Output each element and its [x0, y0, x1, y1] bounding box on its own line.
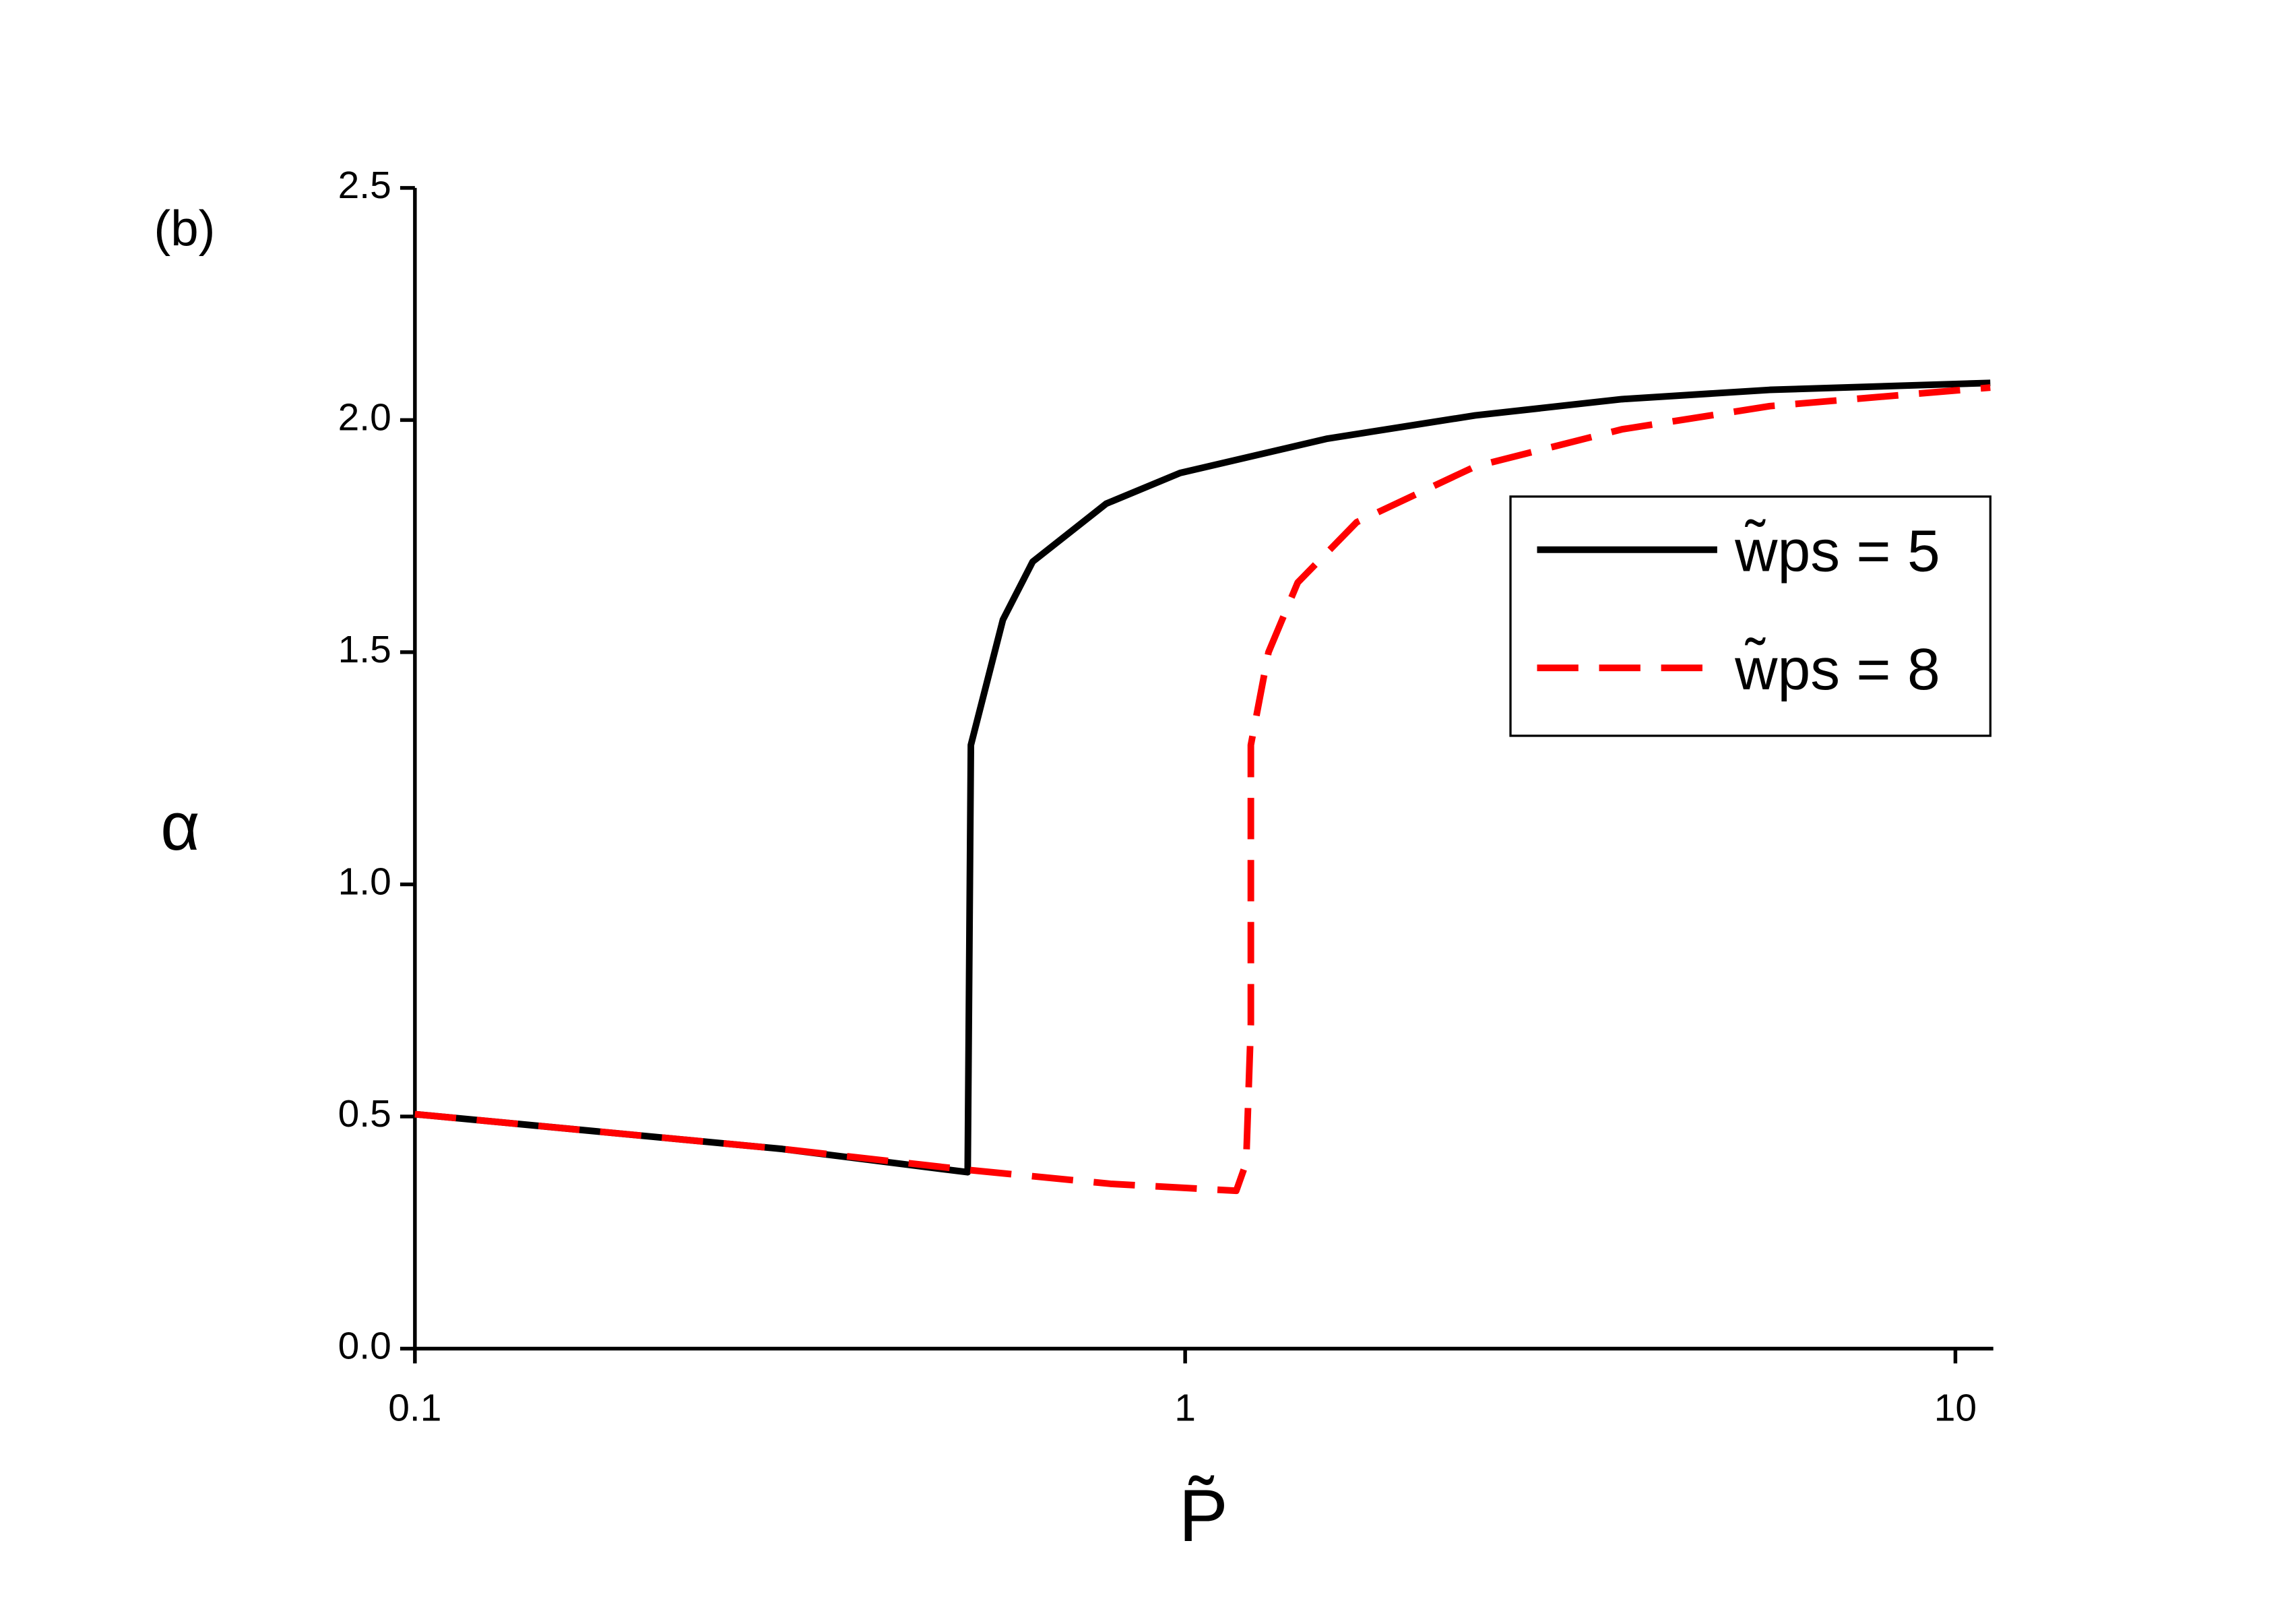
y-tick-label: 0.5: [338, 1092, 391, 1135]
x-tick-label: 10: [1934, 1387, 1977, 1430]
y-tick-label: 1.5: [338, 628, 391, 671]
series-line: [414, 379, 1991, 1176]
legend-label: w̃ps = 8: [1734, 636, 1940, 702]
y-axis-label: α: [160, 789, 199, 865]
y-tick-label: 0.0: [338, 1325, 391, 1368]
legend-box: [1509, 495, 1991, 737]
y-tick-label: 2.0: [338, 396, 391, 439]
legend-label: w̃ps = 5: [1734, 518, 1940, 584]
y-tick-label: 1.0: [338, 860, 391, 903]
x-tick-label: 0.1: [388, 1387, 441, 1430]
x-tick-label: 1: [1174, 1387, 1196, 1430]
series-line: [414, 384, 1991, 1195]
y-tick-label: 2.5: [338, 164, 391, 207]
x-axis-label: P̃: [1179, 1475, 1228, 1557]
panel-annotation: (b): [154, 200, 215, 256]
